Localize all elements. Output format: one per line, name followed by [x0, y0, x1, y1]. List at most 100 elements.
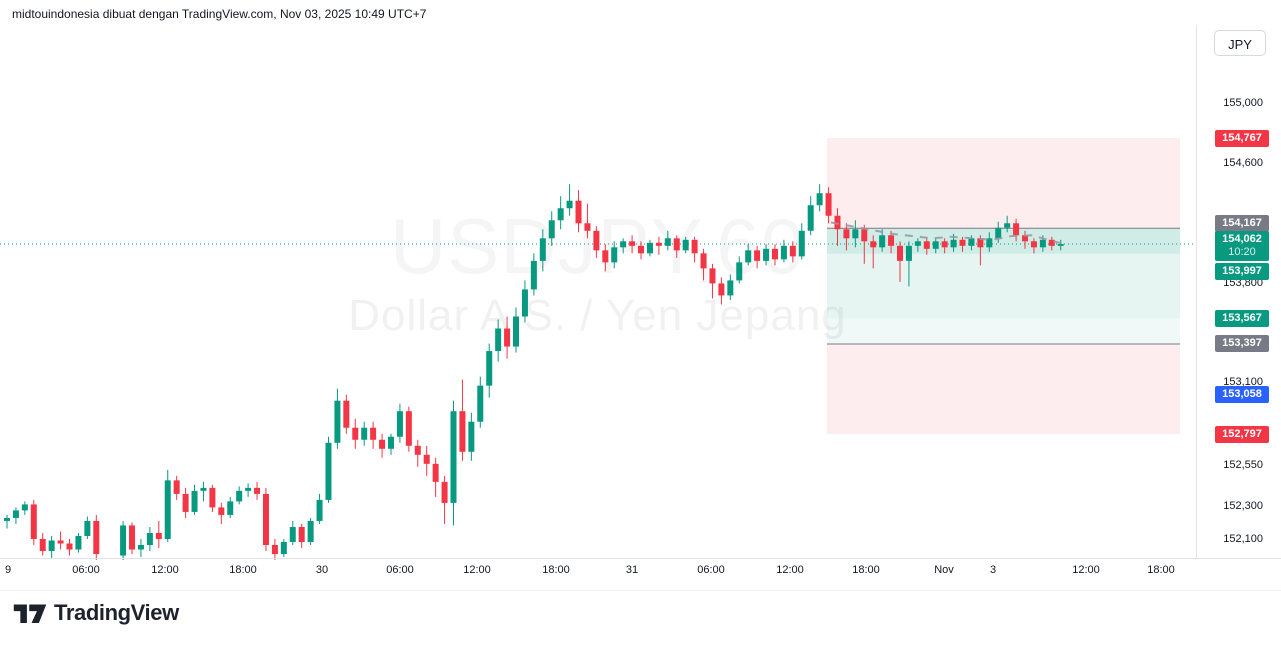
candle-body: [316, 499, 323, 521]
zone-teal[interactable]: [827, 228, 1180, 254]
tradingview-logo-text: TradingView: [54, 600, 179, 625]
time-axis-label: 18:00: [1147, 564, 1175, 576]
candle-body: [888, 235, 895, 246]
time-axis-label: 31: [625, 564, 639, 576]
candle-body: [84, 520, 91, 536]
candle-body: [280, 541, 287, 555]
chart-attribution-text: midtouindonesia dibuat dengan TradingVie…: [12, 7, 427, 21]
candle-body: [977, 238, 984, 248]
bottom-pane-separator: [0, 590, 1281, 591]
candle-body: [379, 439, 386, 449]
candle-countdown-timer: 10:20: [1228, 246, 1256, 259]
badge-price-text: 152,797: [1222, 427, 1262, 440]
candle-body: [182, 493, 189, 512]
candle-body: [120, 525, 127, 556]
candle-body: [1048, 239, 1055, 246]
zone-pink[interactable]: [827, 138, 1180, 229]
candle-body: [950, 239, 957, 248]
badge-price-text: 153,997: [1222, 265, 1262, 278]
candle-body: [745, 250, 752, 263]
price-axis-label: 152,300: [1223, 499, 1263, 512]
time-axis[interactable]: 9 06:00 12:00 18:00 30 06:00 12:00 18:00 31 06:00…: [0, 559, 1196, 587]
candle-body: [298, 526, 305, 542]
candle-body: [897, 245, 903, 261]
zone-teal[interactable]: [827, 228, 1180, 319]
candle-body: [959, 239, 966, 246]
candle-body: [691, 239, 698, 254]
candle-body: [905, 245, 912, 261]
candle-body: [57, 540, 64, 544]
badge-price-text: 154,767: [1222, 131, 1262, 144]
price-axis-label: 153,100: [1223, 375, 1263, 388]
candle-body: [307, 520, 314, 542]
candle-body: [227, 501, 234, 515]
candle-body: [12, 510, 19, 518]
currency-unit-button[interactable]: JPY: [1214, 30, 1266, 56]
candle-body: [727, 280, 734, 296]
time-axis-label: 9: [4, 564, 12, 576]
candle-body: [593, 230, 600, 251]
time-axis-separator: [0, 558, 1281, 559]
candle-body: [129, 525, 136, 550]
candle-body: [700, 253, 707, 269]
price-axis-label: 152,550: [1223, 459, 1263, 472]
dashed-trend-line[interactable]: [830, 221, 1063, 245]
candle-body: [1013, 223, 1020, 236]
tradingview-logo-icon: [13, 604, 47, 624]
candle-body: [879, 235, 886, 248]
price-level-badge: 153,397: [1215, 335, 1269, 353]
zone-pink[interactable]: [827, 343, 1180, 435]
candle-body: [423, 454, 430, 464]
price-axis-label: 153,800: [1223, 277, 1263, 290]
candle-body: [262, 493, 269, 545]
candle-body: [548, 220, 555, 239]
candle-body: [763, 248, 770, 261]
badge-price-text: 153,567: [1222, 311, 1262, 324]
candle-body: [816, 193, 823, 206]
candle-body: [173, 480, 180, 494]
tradingview-logo[interactable]: TradingView: [13, 600, 179, 626]
candle-body: [495, 328, 502, 352]
candle-body: [218, 507, 225, 515]
price-level-badge: 154,767: [1215, 129, 1269, 147]
candle-body: [923, 241, 930, 249]
candle-body: [477, 385, 484, 422]
time-axis-label: 3: [989, 564, 997, 576]
candle-body: [1030, 241, 1037, 248]
badge-price-text: 153,397: [1222, 337, 1262, 350]
candle-body: [30, 504, 37, 539]
candle-body: [941, 241, 948, 248]
candle-body: [575, 200, 582, 224]
candle-body: [825, 193, 832, 216]
time-axis-label: 18:00: [542, 564, 570, 576]
candle-body: [504, 328, 511, 347]
badge-price-text: 154,062: [1222, 233, 1262, 246]
candle-body: [780, 245, 787, 260]
candle-body: [620, 241, 627, 248]
candle-body: [1022, 235, 1029, 242]
candle-body: [736, 262, 743, 281]
candle-body: [584, 223, 591, 231]
candle-body: [789, 245, 796, 257]
candle-body: [995, 227, 1002, 239]
candle-body: [709, 268, 716, 284]
current-price-badge: 154,062 10:20: [1215, 231, 1269, 262]
price-axis-separator: [1196, 25, 1197, 558]
candle-body: [664, 238, 671, 246]
candle-body: [771, 248, 778, 260]
candle-body: [932, 241, 939, 249]
candle-body: [986, 238, 993, 248]
candle-body: [530, 260, 537, 290]
time-axis-label: 12:00: [776, 564, 804, 576]
candle-body: [39, 538, 46, 552]
candle-body: [468, 421, 475, 452]
candle-body: [682, 239, 689, 251]
candle-body: [968, 238, 975, 246]
candle-body: [521, 289, 528, 317]
candle-body: [539, 238, 546, 261]
candle-body: [834, 215, 841, 230]
zone-teal_light[interactable]: [827, 318, 1180, 344]
price-axis-label: 154,600: [1223, 157, 1263, 170]
